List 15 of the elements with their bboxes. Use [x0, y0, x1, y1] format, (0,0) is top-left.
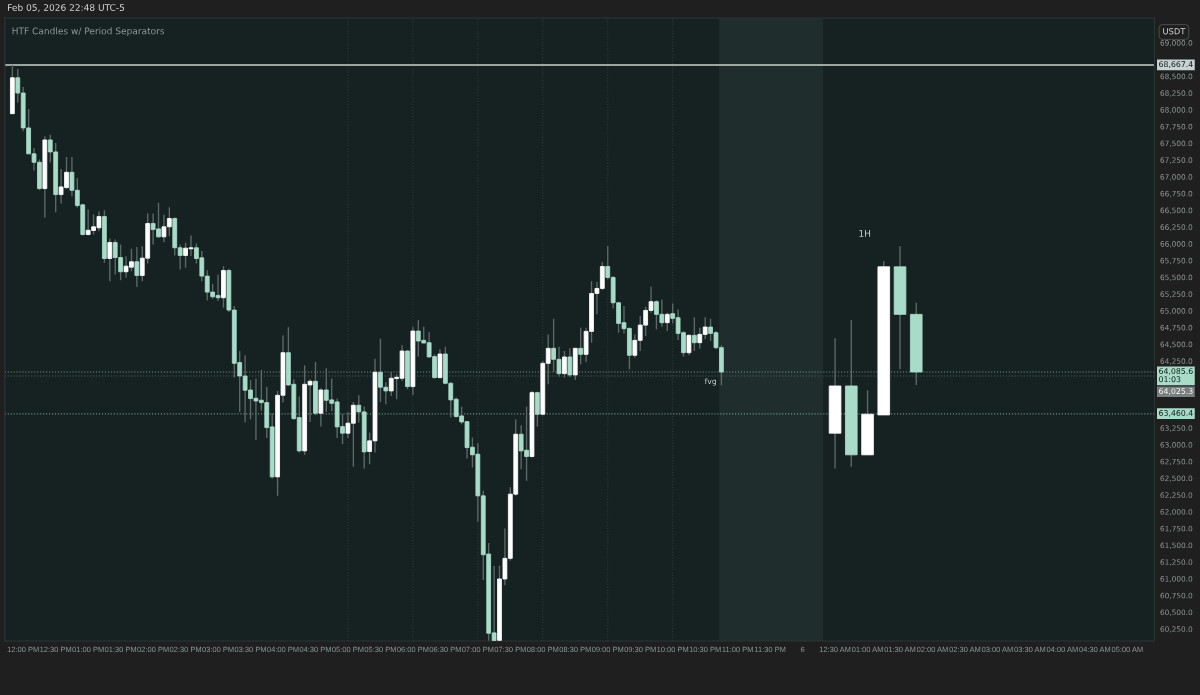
annotation: 1H: [859, 230, 871, 237]
candlestick: [535, 390, 540, 428]
candlestick: [107, 237, 113, 282]
candlestick: [567, 347, 573, 378]
text: HTF Candles w/ Period Separators: [12, 27, 165, 37]
y-axis-title: USDT: [1163, 28, 1186, 35]
candlestick: [134, 246, 140, 288]
candlestick: [664, 311, 670, 332]
candlestick: [578, 326, 584, 366]
candlestick: [562, 350, 567, 379]
candlestick: [691, 316, 697, 352]
candlestick: [437, 348, 443, 380]
text: Feb 05, 2026 22:48 UTC-5: [8, 3, 125, 12]
candlestick: [318, 387, 324, 428]
candlestick: [686, 333, 692, 356]
